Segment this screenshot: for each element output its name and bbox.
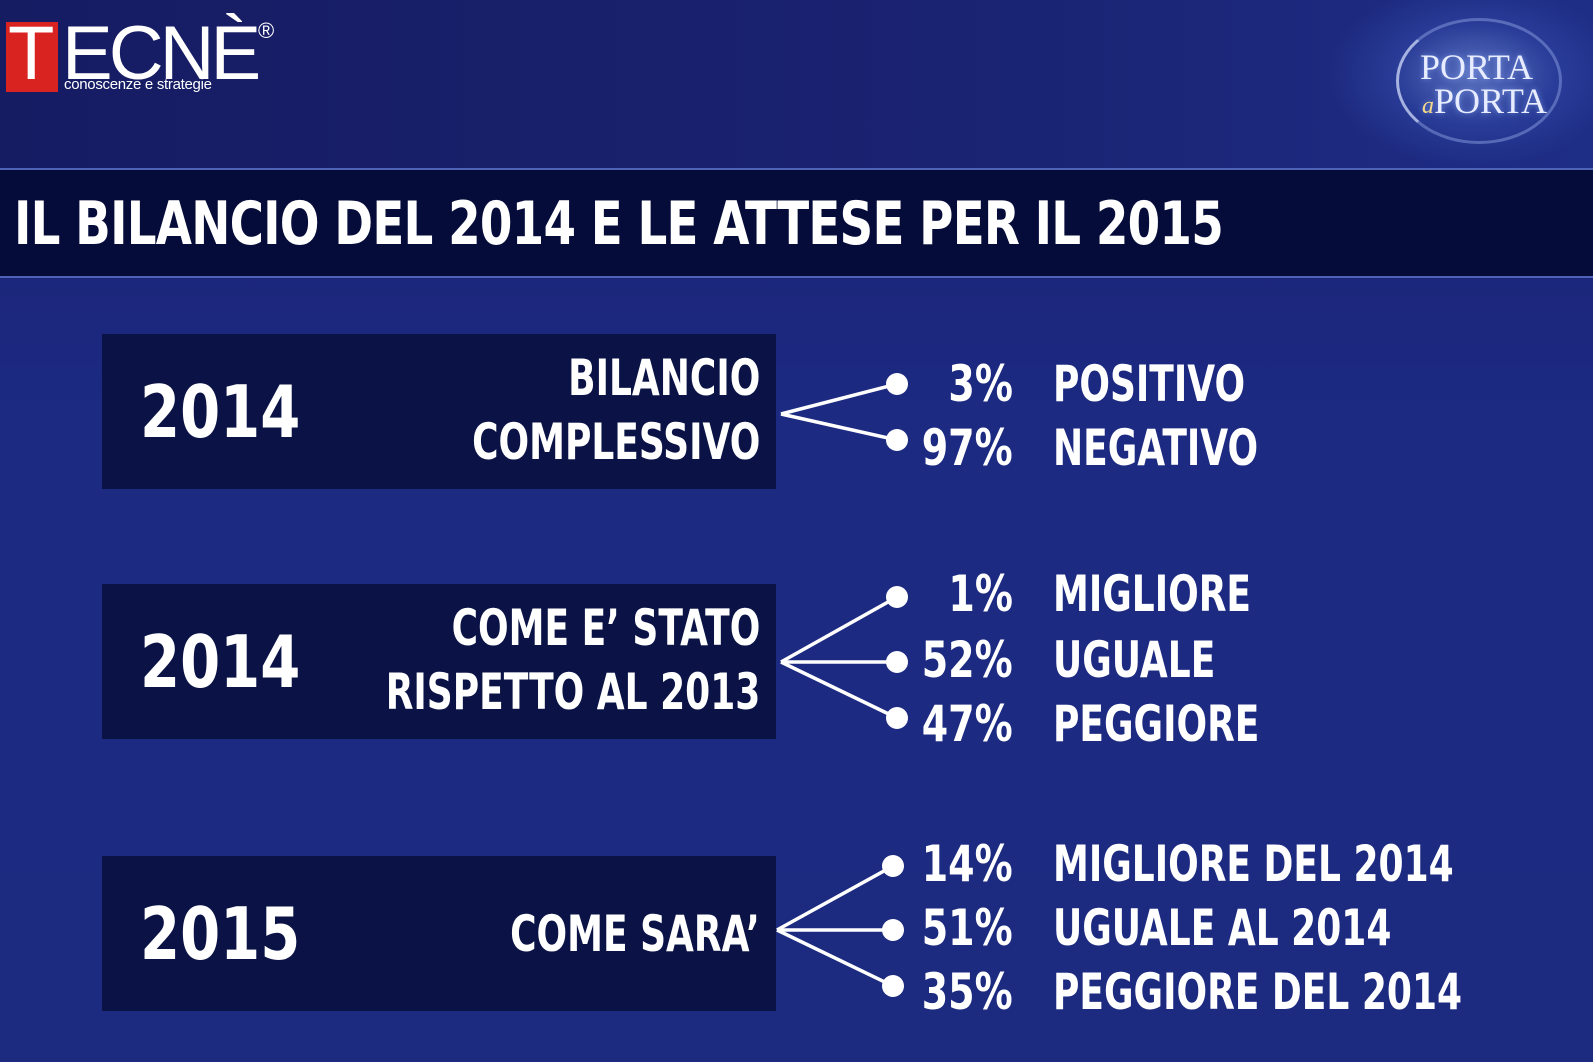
connector-line bbox=[780, 595, 898, 664]
porta-logo-connector: a bbox=[1422, 93, 1434, 119]
tecne-logo: T ECNÈ ® conoscenze e strategie bbox=[6, 14, 296, 98]
option-percent: 47% bbox=[922, 695, 1013, 753]
option-label: POSITIVO bbox=[1053, 355, 1246, 413]
tecne-logo-first-letter: T bbox=[8, 11, 54, 96]
connector-dot bbox=[886, 586, 908, 608]
row-label-line: COME SARA’ bbox=[510, 905, 760, 963]
porta-logo-line2: aPORTA bbox=[1422, 80, 1547, 122]
connector-dot bbox=[886, 651, 908, 673]
connector-dot bbox=[886, 429, 908, 451]
title-bar: IL BILANCIO DEL 2014 E LE ATTESE PER IL … bbox=[0, 168, 1593, 278]
option-percent: 14% bbox=[922, 835, 1013, 893]
tecne-logo-red-block bbox=[6, 22, 58, 92]
option-label: UGUALE AL 2014 bbox=[1053, 899, 1392, 957]
option-percent: 3% bbox=[948, 355, 1013, 413]
connector-line bbox=[780, 382, 898, 416]
connector-line bbox=[780, 412, 898, 442]
row-label-line: COMPLESSIVO bbox=[471, 413, 760, 471]
porta-logo-line1: PORTA bbox=[1420, 47, 1533, 87]
connector-dot bbox=[886, 373, 908, 395]
connector-line bbox=[780, 660, 898, 720]
connector-dot bbox=[882, 855, 904, 877]
row-year: 2014 bbox=[140, 370, 301, 454]
row-label: COME E’ STATO RISPETTO AL 2013 bbox=[385, 596, 760, 724]
row-box-bilancio-complessivo: 2014 BILANCIO COMPLESSIVO bbox=[102, 334, 776, 489]
connector-dot bbox=[882, 975, 904, 997]
option-label: MIGLIORE bbox=[1053, 565, 1252, 623]
porta-a-porta-logo: PORTA aPORTA bbox=[1330, 0, 1593, 165]
option-percent: 1% bbox=[948, 565, 1013, 623]
option-label: PEGGIORE DEL 2014 bbox=[1053, 963, 1463, 1021]
connector-line bbox=[776, 864, 894, 932]
porta-logo-ring-icon bbox=[1396, 18, 1562, 144]
option-label: NEGATIVO bbox=[1053, 419, 1259, 477]
row-label-line: RISPETTO AL 2013 bbox=[385, 663, 760, 721]
header: T ECNÈ ® conoscenze e strategie PORTA aP… bbox=[0, 0, 1593, 168]
tecne-logo-tagline: conoscenze e strategie bbox=[64, 76, 212, 93]
row-label: BILANCIO COMPLESSIVO bbox=[472, 346, 760, 474]
option-label: PEGGIORE bbox=[1053, 695, 1260, 753]
option-percent: 52% bbox=[922, 631, 1013, 689]
row-label-line: BILANCIO bbox=[567, 349, 760, 407]
page-title: IL BILANCIO DEL 2014 E LE ATTESE PER IL … bbox=[14, 189, 1224, 259]
porta-logo-line2-text: PORTA bbox=[1434, 81, 1547, 121]
option-percent: 97% bbox=[922, 419, 1013, 477]
row-box-come-sara: 2015 COME SARA’ bbox=[102, 856, 776, 1011]
tecne-logo-wordmark: ECNÈ bbox=[62, 11, 261, 96]
connector-dot bbox=[882, 919, 904, 941]
row-box-rispetto-al-2013: 2014 COME E’ STATO RISPETTO AL 2013 bbox=[102, 584, 776, 739]
connector-line bbox=[776, 928, 894, 988]
tecne-logo-registered: ® bbox=[258, 18, 275, 43]
option-percent: 35% bbox=[922, 963, 1013, 1021]
row-label: COME SARA’ bbox=[510, 902, 760, 966]
option-label: UGUALE bbox=[1053, 631, 1216, 689]
row-year: 2015 bbox=[140, 892, 301, 976]
option-percent: 51% bbox=[922, 899, 1013, 957]
option-label: MIGLIORE DEL 2014 bbox=[1053, 835, 1454, 893]
row-label-line: COME E’ STATO bbox=[451, 599, 760, 657]
connector-dot bbox=[886, 707, 908, 729]
row-year: 2014 bbox=[140, 620, 301, 704]
